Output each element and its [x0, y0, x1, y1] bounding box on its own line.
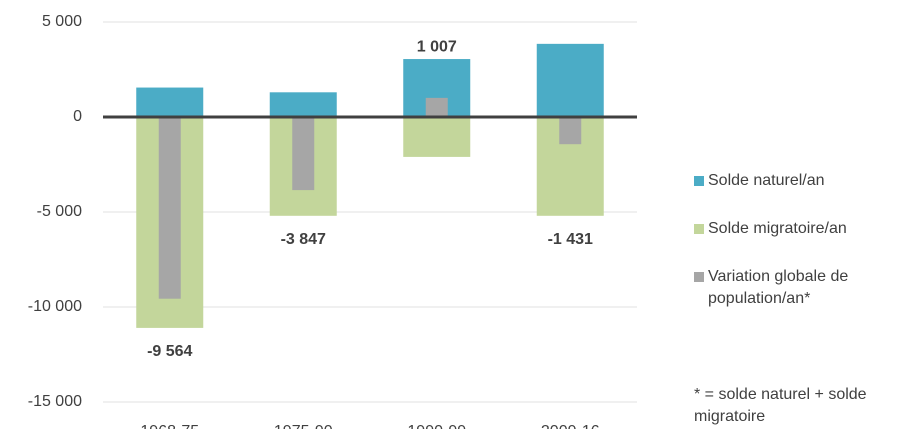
- bar: [269, 92, 337, 117]
- y-tick-label: -15 000: [28, 393, 82, 410]
- bar: [403, 117, 471, 157]
- y-tick-label: -10 000: [28, 298, 82, 315]
- value-label: -3 847: [281, 231, 326, 248]
- legend: Solde naturel/an Solde migratoire/an Varia…: [694, 170, 899, 336]
- legend-swatch: [694, 176, 704, 186]
- bar: [136, 87, 204, 117]
- legend-label: Solde naturel/an: [708, 172, 825, 189]
- note: * = solde naturel + solde migratoire: [694, 386, 867, 425]
- y-tick-label: 0: [73, 108, 82, 125]
- y-tick-label: -5 000: [37, 203, 82, 220]
- x-tick-label: 1975-90: [274, 423, 333, 429]
- bar: [158, 117, 181, 299]
- legend-item: Variation globale de population/an*: [694, 266, 893, 310]
- legend-swatch: [694, 272, 704, 282]
- legend-item: Solde naturel/an: [694, 170, 899, 192]
- bar: [559, 117, 582, 145]
- legend-label: Solde migratoire/an: [708, 220, 847, 237]
- bar: [425, 97, 448, 117]
- value-label: -1 431: [548, 231, 593, 248]
- legend-label: Variation globale de population/an*: [708, 268, 849, 307]
- legend-swatch: [694, 224, 704, 234]
- x-tick-label: 1968-75: [140, 423, 199, 429]
- value-label: 1 007: [417, 38, 457, 55]
- bar: [292, 117, 315, 191]
- bar: [536, 43, 604, 117]
- legend-item: Solde migratoire/an: [694, 218, 899, 240]
- x-tick-label: 1990-99: [407, 423, 466, 429]
- y-tick-label: 5 000: [42, 13, 82, 30]
- value-label: -9 564: [147, 343, 192, 360]
- x-tick-label: 2009-16: [541, 423, 600, 429]
